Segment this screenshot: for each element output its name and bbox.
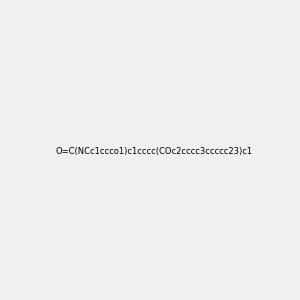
Text: O=C(NCc1ccco1)c1cccc(COc2cccc3ccccc23)c1: O=C(NCc1ccco1)c1cccc(COc2cccc3ccccc23)c1 bbox=[55, 147, 252, 156]
